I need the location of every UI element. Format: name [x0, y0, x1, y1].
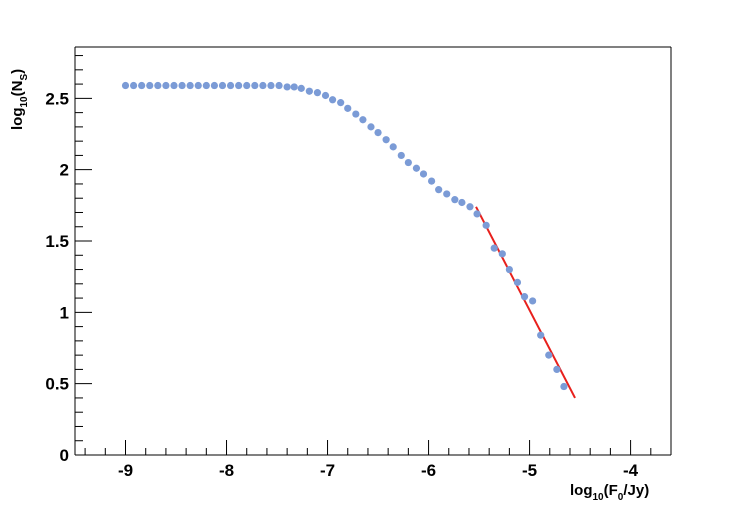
x-tick-label: -6 [421, 461, 436, 480]
data-point [202, 81, 210, 90]
data-point [367, 123, 375, 131]
x-ticks: -9 -8 -7 -6 -5 -4 [118, 440, 639, 480]
data-point [382, 136, 390, 144]
y-minor-ticks [75, 55, 83, 442]
data-point [186, 81, 194, 90]
x-axis-label: log10(F0/Jy) [570, 482, 649, 503]
data-point [404, 158, 412, 167]
data-point [313, 89, 322, 97]
x-tick-label: -8 [219, 461, 234, 480]
data-point [443, 190, 451, 198]
data-point [121, 81, 130, 90]
data-point [553, 365, 561, 374]
series-layer [121, 81, 576, 399]
data-point [129, 81, 138, 90]
data-point [210, 81, 219, 90]
data-point [328, 96, 337, 104]
data-point [290, 83, 298, 91]
y-tick-label: 2 [60, 161, 69, 180]
data-point [146, 81, 154, 90]
data-point [389, 143, 397, 151]
x-tick-label: -9 [118, 461, 133, 480]
data-point [170, 81, 178, 90]
data-point [297, 84, 305, 92]
data-point [427, 177, 436, 185]
data-point [194, 81, 202, 90]
data-point [226, 81, 235, 90]
data-point [162, 81, 170, 90]
data-point [154, 81, 162, 90]
x-minor-ticks [84, 448, 672, 455]
data-point [251, 81, 259, 90]
data-point [537, 331, 545, 339]
data-point [218, 81, 227, 90]
data-point [490, 244, 498, 252]
data-point [435, 186, 443, 194]
data-point [359, 116, 367, 124]
data-point [243, 81, 251, 90]
data-point [235, 81, 243, 90]
data-point [520, 293, 529, 301]
y-tick-label: 2.5 [45, 89, 69, 108]
data-point [267, 81, 275, 90]
data-point [545, 351, 553, 359]
data-point [344, 104, 352, 112]
x-tick-label: -5 [522, 461, 537, 480]
y-tick-label: 1 [60, 303, 69, 322]
y-tick-label: 1.5 [45, 232, 69, 251]
data-point [374, 128, 382, 137]
data-point [466, 203, 474, 211]
data-point [397, 151, 405, 160]
y-tick-label: 0 [60, 446, 69, 465]
data-point [412, 164, 421, 172]
data-point [419, 170, 428, 178]
data-point [513, 278, 522, 286]
data-point [283, 83, 291, 91]
data-point [178, 81, 186, 90]
y-axis-label: log10(NS) [9, 69, 30, 130]
x-tick-label: -7 [320, 461, 335, 480]
data-point [498, 250, 506, 258]
data-point [259, 81, 267, 90]
data-point [337, 99, 345, 107]
plot-frame [74, 46, 672, 456]
fit-line [475, 206, 576, 399]
data-point [473, 210, 481, 218]
data-point [138, 81, 146, 90]
data-point [321, 91, 330, 100]
data-point [458, 198, 466, 207]
data-point [505, 265, 513, 274]
y-tick-label: 0.5 [45, 375, 69, 394]
data-point [451, 196, 459, 204]
x-tick-label: -4 [623, 461, 639, 480]
data-point [529, 297, 537, 305]
data-point [352, 110, 360, 118]
data-point [275, 81, 283, 90]
data-point [305, 87, 313, 95]
y-ticks: 0 0.5 1 1.5 2 2.5 [45, 89, 92, 465]
data-point [482, 221, 490, 229]
data-point [560, 382, 568, 391]
